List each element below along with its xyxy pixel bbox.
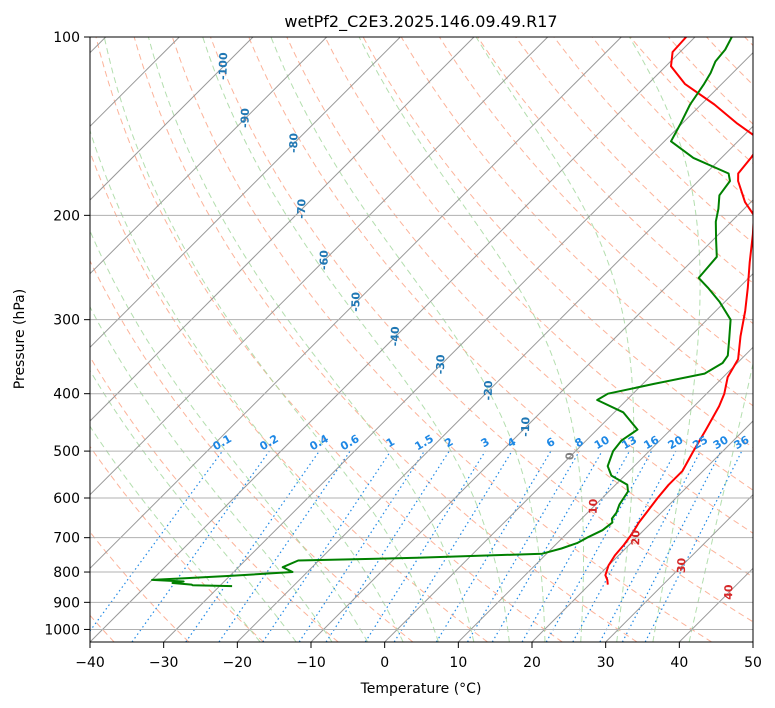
isotherm-label: -20 [482,380,496,401]
y-axis-title: Pressure (hPa) [12,289,28,389]
dry-adiabat-line [95,37,563,642]
isotherm-line [90,37,254,201]
moist-adiabat-line [90,369,297,642]
isotherm-label: 40 [722,584,735,600]
moist-adiabat-line [475,37,635,642]
moist-adiabat-line [90,229,369,642]
isotherm-line [90,37,401,349]
x-tick-label: 0 [380,655,389,671]
isotherm-label: -100 [216,52,230,80]
y-tick-label: 500 [53,444,80,460]
moist-adiabat-line [90,128,404,642]
isotherm-label: -50 [349,291,363,312]
y-tick-label: 1000 [44,622,80,638]
mixing-ratio-line [466,450,580,642]
isotherm-label: -80 [287,133,301,154]
moist-adiabat-line [628,37,701,642]
profiles-layer [151,37,753,588]
isotherm-line [605,493,753,642]
isotherm-label: -10 [519,416,533,437]
dry-adiabat-line [515,37,753,284]
isotherm-label: -30 [434,354,448,375]
mixing-ratio-line [364,450,486,642]
isotherm-label: -90 [238,108,252,129]
isotherm-line [310,199,753,642]
dry-adiabat-line [591,37,753,204]
y-tick-label: 200 [53,208,80,224]
mixing-ratio-line [393,450,513,642]
x-tick-label: −30 [149,655,179,671]
mixing-ratio-line [521,450,631,642]
dry-adiabat-line [400,37,753,407]
mixing-ratio-line [185,450,320,642]
profile-line-2 [151,37,733,588]
mixing-ratio-line [298,450,425,642]
pressure-gridlines [90,37,753,630]
x-axis-title: Temperature (°C) [360,681,482,697]
y-tick-label: 100 [53,30,80,46]
isotherm-line [457,346,753,642]
background-lines-layer [90,37,753,642]
y-tick-label: 400 [53,387,80,403]
dry-adiabat-line [210,37,753,623]
dry-adiabat-line [133,37,638,642]
moist-adiabat-line [270,37,546,642]
isotherm-label: 20 [629,530,642,546]
isotherm-line [163,51,753,642]
mixing-ratio-line [435,450,552,642]
mixing-ratio-line [572,450,677,642]
isotherm-label: 30 [675,557,688,573]
y-tick-label: 800 [53,565,80,581]
y-axis: 100 200 300 400 500 600 700 800 900 1000 [44,30,90,638]
x-axis: −40 −30 −20 −10 0 10 20 30 40 50 [75,642,762,671]
x-tick-label: −40 [75,655,105,671]
isotherm-label: -70 [295,198,309,219]
dry-adiabat-line [90,445,264,642]
y-tick-label: 600 [53,491,80,507]
isotherm-line [531,420,753,642]
isotherm-line [90,37,622,570]
moist-adiabat-line [147,37,475,642]
profile-line-1 [604,37,753,585]
isotherm-line [90,37,328,275]
isotherm-label: -60 [317,250,331,271]
dry-adiabat-line [171,37,712,642]
moist-adiabat-line [358,37,584,642]
dry-adiabat-line [90,259,414,642]
isotherm-line [90,37,475,422]
dry-adiabat-line [324,37,753,491]
mixing-ratio-line [325,450,450,642]
x-tick-label: 10 [449,655,467,671]
dry-adiabat-line [248,37,753,578]
isotherm-label: 0 [563,452,576,460]
chart-title: wetPf2_C2E3.2025.146.09.49.R17 [284,12,557,32]
isotherm-label: 10 [587,498,600,514]
mixing-ratio-line [491,450,603,642]
isotherm-line [90,37,696,642]
x-tick-label: 40 [670,655,688,671]
moist-adiabat-line [90,305,333,642]
x-tick-label: 20 [523,655,541,671]
y-tick-label: 900 [53,595,80,611]
x-tick-label: 50 [744,655,762,671]
dry-adiabat-line [477,37,753,325]
x-tick-label: −10 [296,655,326,671]
x-tick-label: 30 [597,655,615,671]
mixing-ratio-line [131,450,270,642]
y-tick-label: 700 [53,531,80,547]
isotherm-label: -40 [388,326,402,347]
plot-frame [89,36,754,643]
y-tick-label: 300 [53,313,80,329]
dry-adiabat-line [629,37,753,165]
isotherm-line [236,125,753,642]
isotherm-line [90,37,549,496]
x-tick-label: −20 [223,655,253,671]
isotherm-line [384,272,753,642]
